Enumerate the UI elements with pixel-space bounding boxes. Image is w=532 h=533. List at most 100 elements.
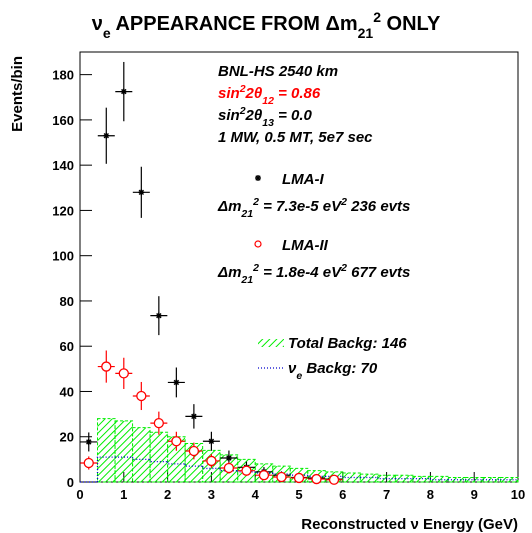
- legend-detail-part: 2: [340, 196, 347, 208]
- chart-title-part: APPEARANCE FROM Δm: [111, 13, 358, 35]
- legend-label: Total Backg: 146: [288, 335, 407, 352]
- hist-step: [219, 468, 238, 472]
- y-tick-label: 80: [60, 294, 74, 309]
- annotation-part: sin: [218, 107, 240, 124]
- hist-step: [429, 478, 448, 481]
- star-marker: [225, 455, 232, 462]
- annotation-part: = 0.86: [274, 85, 321, 102]
- legend-detail-part: 2: [252, 196, 259, 208]
- hist-step: [96, 456, 116, 482]
- legend-detail-part: 2: [340, 262, 347, 274]
- annotation-part: 13: [262, 117, 274, 129]
- y-tick-label: 0: [67, 475, 74, 490]
- legend-label: νe Backg: 70: [288, 360, 378, 382]
- circle-marker: [83, 457, 94, 469]
- annotation-part: 2: [239, 83, 246, 95]
- chart-title-part: e: [103, 25, 111, 41]
- star-marker: [120, 88, 127, 95]
- circle-marker: [223, 462, 235, 474]
- star-marker: [173, 379, 180, 386]
- chart-title-part: ν: [92, 13, 103, 35]
- star-stroke: [191, 413, 197, 420]
- legend-detail-part: 21: [240, 274, 253, 286]
- hist-bin: [394, 474, 414, 483]
- circle-marker: [258, 470, 270, 481]
- legend-label-part: ν: [288, 360, 297, 377]
- legend-detail-part: = 1.8e-4 eV: [259, 264, 343, 281]
- legend-label: LMA-I: [282, 171, 324, 188]
- legend-detail-part: 677 evts: [347, 264, 410, 281]
- hist-bin: [499, 476, 519, 483]
- circle-marker: [241, 465, 252, 476]
- circle-marker: [328, 474, 340, 485]
- legend-marker: [254, 240, 262, 248]
- circle-marker: [188, 445, 200, 457]
- x-tick-label: 3: [208, 487, 215, 502]
- hist-bin: [97, 418, 116, 483]
- star-stroke: [226, 455, 232, 461]
- x-tick-label: 4: [252, 487, 260, 502]
- legend-swatch: [258, 339, 284, 347]
- legend-label-part: Total Backg: 146: [288, 335, 407, 352]
- x-tick-label: 5: [295, 487, 302, 502]
- x-axis-label: Reconstructed ν Energy (GeV): [301, 516, 518, 533]
- x-tick-label: 8: [427, 487, 434, 502]
- y-tick-label: 180: [52, 68, 74, 83]
- y-tick-label: 20: [60, 430, 74, 445]
- y-tick-label: 40: [60, 384, 74, 399]
- y-tick-label: 140: [52, 158, 74, 173]
- star-stroke: [255, 175, 261, 181]
- annotation-part: = 0.0: [274, 107, 313, 124]
- hist-step: [342, 476, 361, 479]
- y-tick-label: 120: [52, 203, 74, 218]
- star-stroke: [173, 379, 180, 386]
- hist-step: [166, 461, 186, 465]
- hist-step: [149, 459, 168, 463]
- hist-step: [131, 457, 151, 461]
- star-marker: [208, 438, 215, 445]
- x-tick-label: 2: [164, 487, 171, 502]
- legend-detail-part: Δm: [217, 198, 241, 215]
- y-tick-label: 160: [52, 113, 74, 128]
- legend-label: LMA-II: [282, 237, 329, 254]
- hist-bin: [412, 475, 431, 483]
- hist-step: [201, 466, 221, 470]
- chart-title-part: 21: [358, 25, 374, 41]
- star-stroke: [86, 439, 92, 445]
- circle-marker: [136, 390, 147, 402]
- annotation-part: sin: [218, 85, 240, 102]
- legend-detail-part: 21: [240, 208, 253, 220]
- y-tick-label: 100: [52, 249, 74, 264]
- star-stroke: [156, 312, 162, 319]
- hist-bin: [447, 476, 466, 483]
- x-tick-label: 9: [471, 487, 478, 502]
- legend-detail-part: Δm: [217, 264, 241, 281]
- circle-marker: [276, 471, 287, 483]
- circle-marker: [101, 361, 112, 372]
- annotation: sin22θ13 = 0.0: [218, 105, 313, 129]
- star-stroke: [103, 133, 109, 139]
- legend-detail-part: 2: [252, 262, 259, 274]
- annotation-part: 12: [262, 95, 274, 107]
- legend-detail: Δm212 = 1.8e-4 eV2 677 evts: [217, 262, 410, 286]
- circle-marker: [206, 455, 217, 467]
- legend-label-part: e: [296, 370, 302, 382]
- y-tick-label: 60: [60, 339, 74, 354]
- x-tick-label: 6: [339, 487, 346, 502]
- hist-bin: [132, 427, 151, 483]
- annotation-part: 1 MW, 0.5 MT, 5e7 sec: [218, 129, 373, 146]
- legend-detail-part: 236 evts: [347, 198, 410, 215]
- annotation: BNL-HS 2540 km: [218, 63, 338, 80]
- chart-title-part: 2: [373, 9, 381, 25]
- y-axis-label: Events/bin: [9, 56, 26, 132]
- star-stroke: [208, 438, 215, 444]
- annotation-part: BNL-HS 2540 km: [218, 63, 338, 80]
- star-marker: [255, 175, 261, 181]
- annotation-part: 2θ: [245, 107, 263, 124]
- chart-title-part: ONLY: [381, 13, 441, 35]
- annotation: sin22θ12 = 0.86: [218, 83, 321, 107]
- x-tick-label: 1: [120, 487, 127, 502]
- circle-marker: [293, 472, 305, 484]
- x-tick-label: 0: [76, 487, 83, 502]
